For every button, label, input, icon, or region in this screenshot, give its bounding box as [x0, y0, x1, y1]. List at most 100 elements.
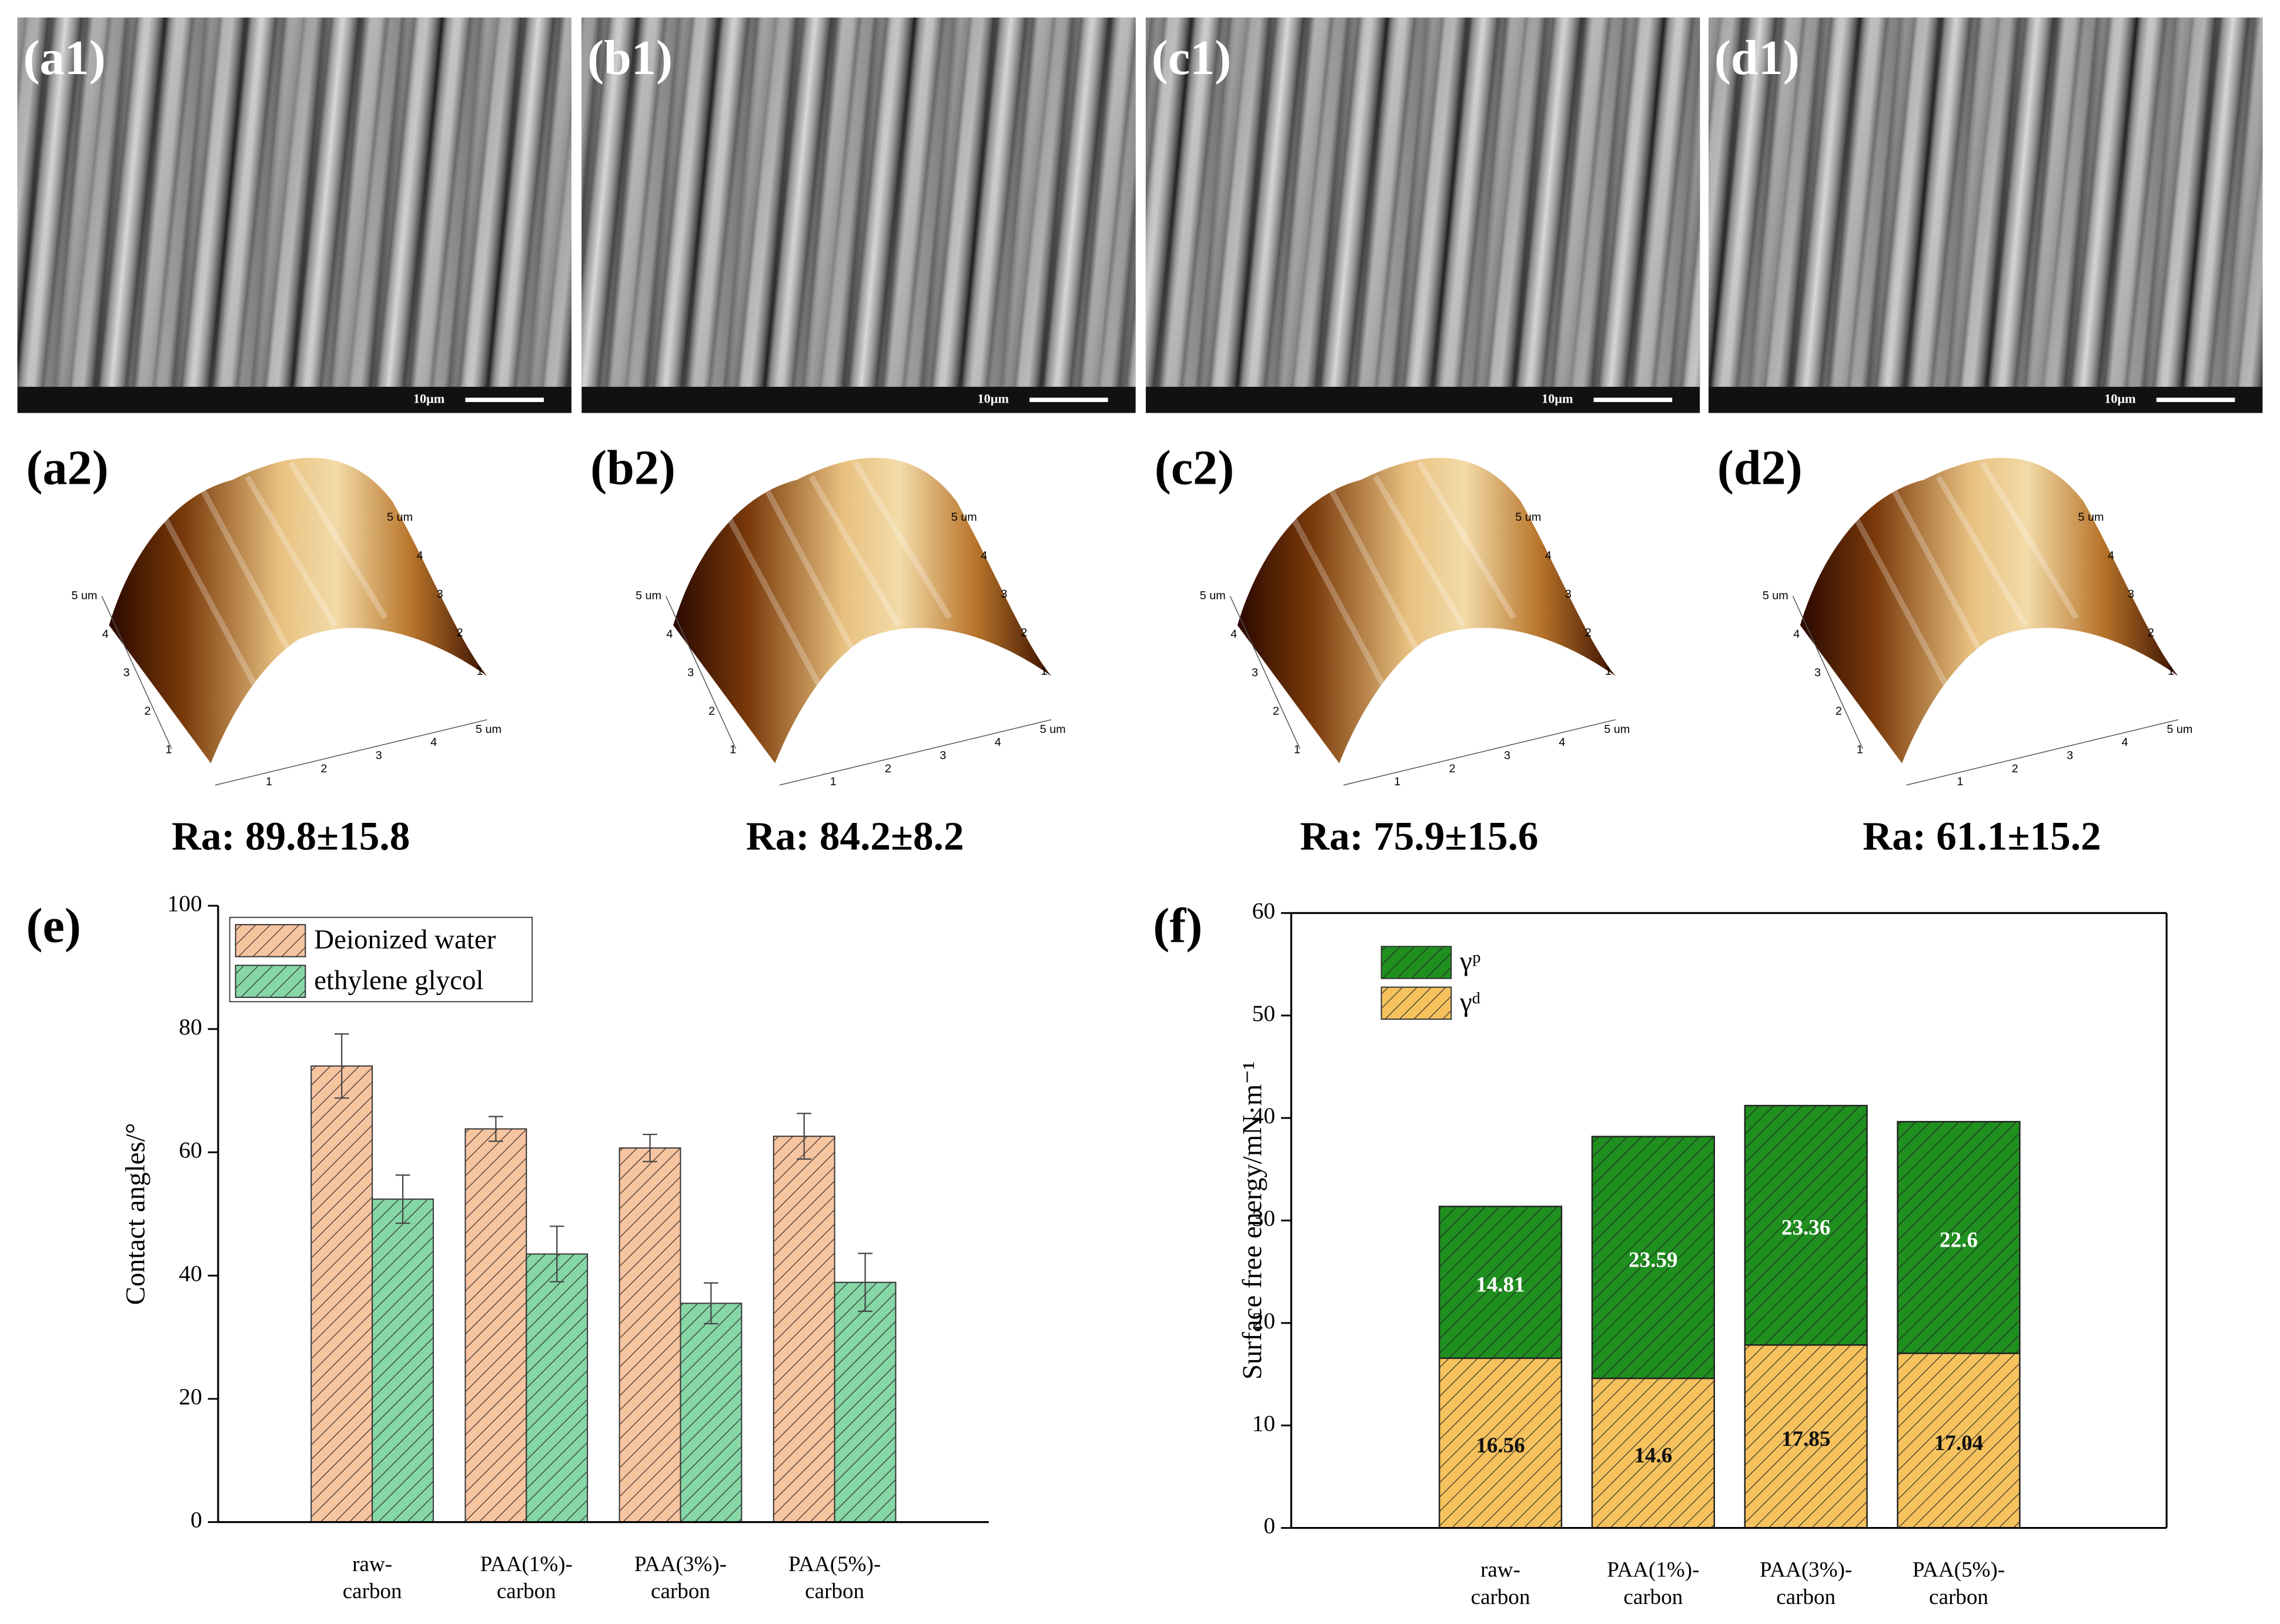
x-tick-label: PAA(3%)-carbon [1760, 1558, 1852, 1609]
afm-tick-label: 3 [2128, 588, 2134, 601]
afm-tick-label: 1 [165, 744, 172, 756]
sem-fibers-overlay [1145, 17, 1700, 387]
value-label: 14.6 [1634, 1444, 1672, 1468]
afm-surface [673, 457, 1052, 764]
afm-tick-label: 2 [145, 705, 151, 718]
afm-tick-label: 1 [477, 665, 483, 678]
y-tick-label: 30 [1252, 1206, 1275, 1231]
bar-segment [1591, 1377, 1715, 1529]
afm-tick-label: 2 [885, 762, 891, 775]
x-tick-label: PAA(5%)-carbon [1913, 1558, 2005, 1609]
afm-tick-label: 3 [1814, 667, 1821, 679]
afm-tick-label: 1 [730, 744, 736, 756]
y-axis-label: Contact angles/° [121, 1123, 151, 1305]
bar-segment [1744, 1104, 1868, 1346]
bar-segment [1438, 1206, 1563, 1360]
x-tick-label: PAA(5%)-carbon [788, 1552, 881, 1603]
afm-tick-label: 3 [687, 667, 694, 679]
legend-label: ethylene glycol [314, 965, 483, 996]
afm-tick-label: 2 [320, 762, 327, 775]
legend-label: γᵖ [1459, 946, 1480, 977]
afm-tick-label: 4 [1231, 628, 1237, 641]
x-tick-label: raw-carbon [1471, 1558, 1530, 1609]
error-bar [334, 1033, 349, 1099]
bar-segment [1438, 1357, 1563, 1529]
afm-tick-label: 5 um [476, 723, 502, 736]
afm-tick-label: 4 [1793, 628, 1800, 641]
afm-tick-label: 1 [1041, 665, 1047, 678]
panel-label: (d1) [1714, 31, 1800, 85]
afm-tick-label: 5 um [1763, 589, 1788, 602]
sem-fibers-overlay [581, 17, 1136, 387]
afm-axis [666, 595, 737, 749]
afm-tick-label: 5 um [1515, 511, 1541, 524]
afm-ridges [157, 461, 388, 699]
afm-tick-label: 5 um [636, 589, 661, 602]
afm-tick-label: 3 [2067, 749, 2073, 762]
value-label: 17.85 [1781, 1427, 1830, 1451]
afm-tick-label: 4 [995, 736, 1001, 749]
afm-axis [1906, 719, 2179, 786]
roughness: Ra: 84.2±8.2 [746, 813, 964, 859]
afm-axis [779, 719, 1052, 786]
y-tick-label: 80 [179, 1014, 202, 1040]
value-label: 22.6 [1940, 1228, 1978, 1252]
y-tick-label: 60 [179, 1137, 202, 1163]
value-label: 23.36 [1781, 1216, 1830, 1240]
y-tick-label: 40 [179, 1260, 202, 1286]
afm-ridges [1285, 461, 1516, 699]
roughness: Ra: 75.9±15.6 [1300, 813, 1538, 859]
value-label: 17.04 [1934, 1431, 1983, 1455]
afm-tick-label: 4 [1559, 736, 1565, 749]
afm-tick-label: 4 [2108, 549, 2114, 562]
afm-surface [1800, 457, 2178, 764]
error-bar [797, 1113, 812, 1160]
y-tick-label: 100 [167, 890, 202, 916]
value-label: 23.59 [1629, 1248, 1677, 1272]
bar [464, 1128, 527, 1523]
afm-tick-label: 2 [2148, 627, 2154, 639]
x-tick-label: PAA(3%)-carbon [634, 1552, 727, 1603]
afm-tick-label: 5 um [387, 511, 413, 524]
legend-label: γᵈ [1459, 987, 1480, 1017]
afm-tick-label: 2 [1836, 705, 1842, 718]
afm-tick-label: 1 [266, 775, 272, 788]
afm-tick-label: 3 [1001, 588, 1007, 601]
afm-tick-label: 3 [1565, 588, 1572, 601]
afm-tick-label: 5 um [2167, 723, 2192, 736]
bar [680, 1302, 743, 1523]
afm-tick-label: 2 [708, 705, 715, 718]
roughness: Ra: 89.8±15.8 [172, 813, 410, 859]
bar [619, 1147, 681, 1523]
afm-axis [1229, 595, 1301, 749]
afm-surface [109, 457, 487, 764]
afm-tick-label: 3 [1252, 667, 1258, 679]
legend-swatch [235, 965, 306, 998]
afm-tick-label: 5 um [1040, 723, 1066, 736]
bar [372, 1198, 434, 1523]
legend-swatch [1380, 946, 1452, 979]
legend-label: Deionized water [314, 925, 496, 955]
afm-tick-label: 5 um [71, 589, 97, 602]
y-tick-label: 10 [1252, 1410, 1275, 1436]
afm-axis [215, 719, 487, 786]
error-bar [549, 1225, 564, 1283]
afm-ridges [1848, 461, 2079, 699]
afm-tick-label: 4 [1545, 549, 1552, 562]
afm-tick-label: 1 [1857, 744, 1863, 756]
afm-tick-label: 1 [2168, 665, 2174, 678]
afm-tick-label: 1 [1605, 665, 1612, 678]
afm-tick-label: 4 [981, 549, 987, 562]
afm-ridges [721, 461, 952, 699]
panel-label: (f) [1153, 898, 1202, 953]
bar [834, 1281, 897, 1523]
panel-label: (b2) [590, 440, 676, 495]
afm-tick-label: 3 [123, 667, 130, 679]
afm-tick-label: 3 [376, 749, 382, 762]
x-tick-label: PAA(1%)-carbon [480, 1552, 573, 1603]
error-bar [704, 1282, 718, 1325]
bar-segment [1591, 1136, 1715, 1379]
afm-tick-label: 2 [1585, 627, 1592, 639]
